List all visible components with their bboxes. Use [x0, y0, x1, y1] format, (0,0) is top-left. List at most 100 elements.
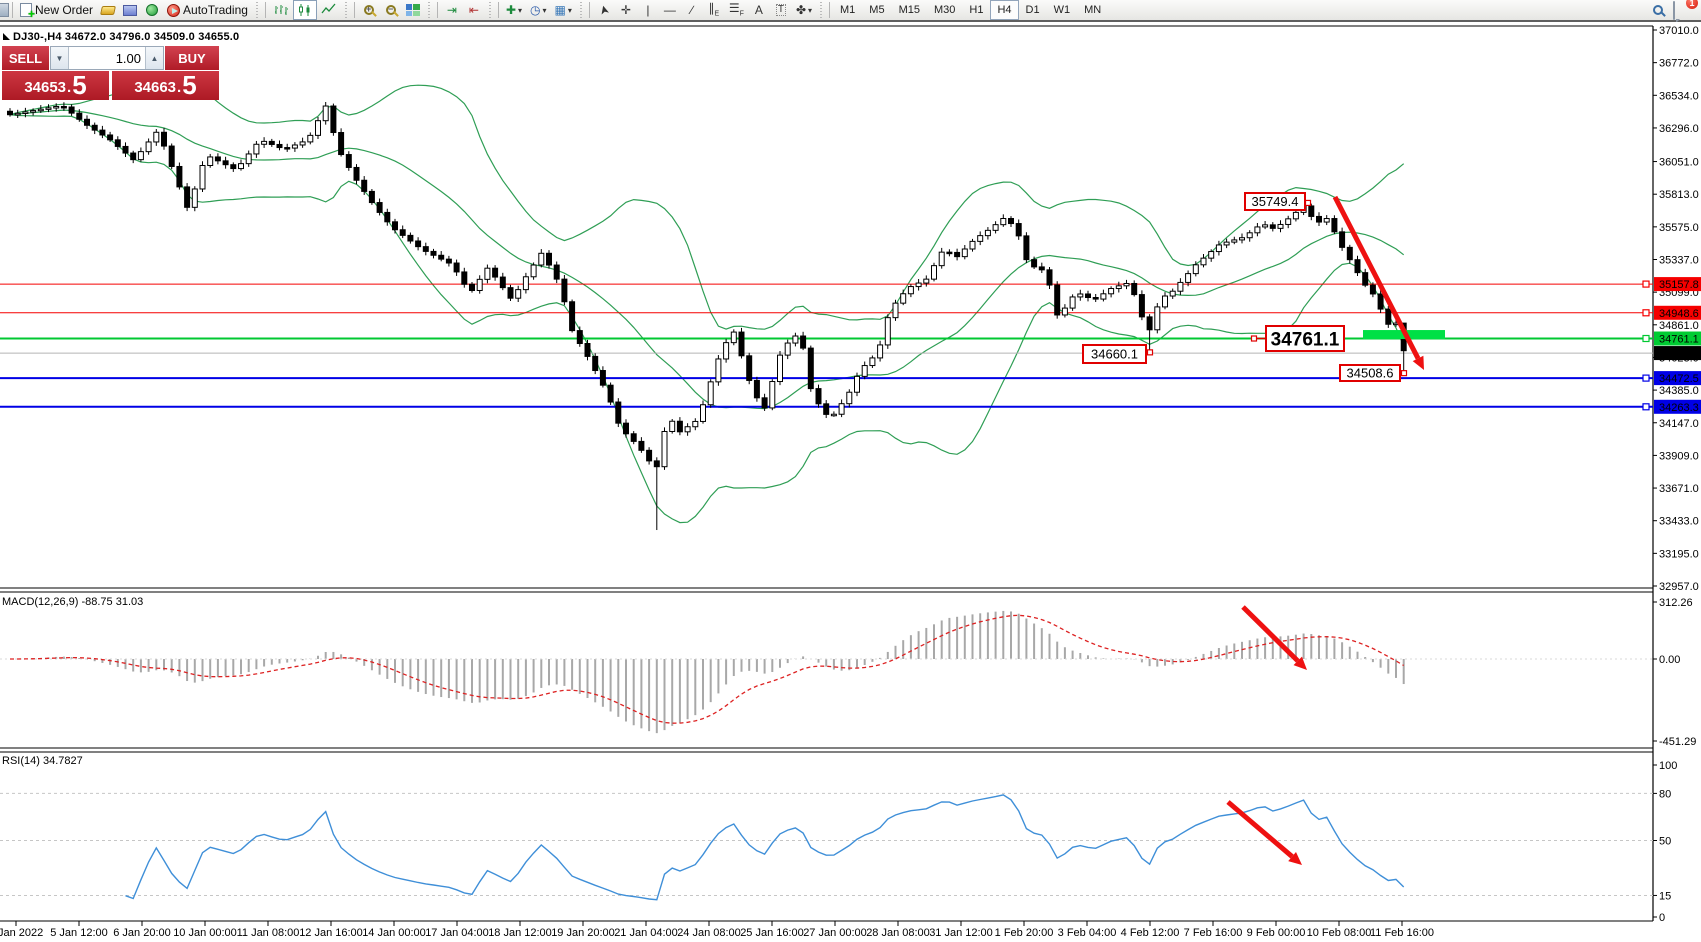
- toolbar-separator: [497, 2, 499, 18]
- market-watch-button[interactable]: [119, 0, 141, 20]
- timeframe-button-m15[interactable]: M15: [898, 4, 920, 16]
- candle: [338, 132, 345, 156]
- timeframe-button-d1[interactable]: D1: [1025, 4, 1040, 16]
- chart-window[interactable]: 35749.4 34660.1 34761.1 34508.6 37010.0 36772…: [0, 22, 1701, 942]
- candlestick-chart-button[interactable]: [292, 0, 317, 20]
- search-icon[interactable]: [1653, 5, 1663, 15]
- timeframe-button-m5[interactable]: M5: [869, 4, 885, 16]
- candle: [407, 234, 414, 242]
- cursor-tool-button[interactable]: ➤: [593, 0, 615, 20]
- timeframe-button-mn[interactable]: MN: [1084, 4, 1102, 16]
- candle: [361, 179, 368, 192]
- sell-price-display[interactable]: 34653. 5: [2, 71, 109, 100]
- candle: [700, 404, 706, 422]
- buy-price-display[interactable]: 34663. 5: [112, 71, 219, 100]
- price-axis-label: 36051.0: [1659, 157, 1699, 169]
- timeframe-button-m30[interactable]: M30: [933, 4, 956, 16]
- trend-arrow-shaft: [1241, 605, 1300, 663]
- level-marker: [1642, 309, 1650, 317]
- time-axis-label: 12 Jan 16:00: [299, 927, 363, 939]
- chat-bubble-icon: [1673, 1, 1675, 20]
- signal-icon: [146, 4, 159, 16]
- line-chart-button[interactable]: [317, 0, 341, 20]
- volume-decrease-button[interactable]: ▼: [51, 47, 69, 69]
- zoom-out-button[interactable]: −: [380, 0, 402, 20]
- candle: [91, 124, 98, 131]
- price-axis-label: 35575.0: [1659, 222, 1699, 234]
- vertical-line-tool-button[interactable]: |: [637, 0, 659, 20]
- candle: [45, 107, 52, 110]
- chart-canvas[interactable]: 35749.4 34660.1 34761.1 34508.6 37010.0 36772…: [0, 22, 1701, 942]
- candle: [284, 147, 291, 150]
- templates-button[interactable]: ▦ ▾: [551, 0, 576, 20]
- autotrading-button[interactable]: AutoTrading: [163, 0, 252, 20]
- tile-windows-button[interactable]: [402, 0, 424, 20]
- candle: [954, 251, 961, 258]
- volume-value[interactable]: 1.00: [115, 50, 141, 66]
- candle: [315, 120, 321, 136]
- candle: [1239, 237, 1245, 241]
- timeframe-button-m1[interactable]: M1: [840, 4, 856, 16]
- periods-button[interactable]: ◷ ▾: [526, 0, 551, 20]
- zoom-in-button[interactable]: +: [358, 0, 380, 20]
- candle: [738, 331, 745, 357]
- crosshair-tool-button[interactable]: ✛: [615, 0, 637, 20]
- candle: [1339, 231, 1346, 248]
- candle: [1246, 232, 1253, 239]
- toolbar-grip: [486, 2, 493, 18]
- indicators-button[interactable]: ✚ ▾: [502, 0, 526, 20]
- clipped-toolbar-icon[interactable]: [0, 3, 9, 17]
- time-axis-label: 11 Jan 08:00: [237, 927, 300, 939]
- bar-chart-button[interactable]: [269, 0, 293, 20]
- deposit-button[interactable]: [97, 0, 119, 20]
- candle: [861, 365, 868, 377]
- auto-scroll-button[interactable]: ⇥: [441, 0, 463, 20]
- volume-increase-button[interactable]: ▲: [145, 47, 163, 69]
- candle: [515, 289, 522, 299]
- candle: [638, 440, 645, 451]
- candle: [1046, 269, 1053, 286]
- candle: [322, 105, 329, 122]
- fibonacci-tool-button[interactable]: ☰F: [725, 0, 748, 20]
- candle: [1169, 290, 1176, 297]
- rsi-axis-label: 100: [1659, 760, 1677, 772]
- candle: [376, 202, 383, 213]
- chart-shift-button[interactable]: ⇤: [463, 0, 485, 20]
- candle: [137, 151, 144, 161]
- candle: [384, 211, 391, 223]
- candle: [669, 420, 676, 432]
- candle: [1154, 306, 1161, 331]
- price-callout-box: [1082, 344, 1147, 364]
- bar-chart-icon: [274, 5, 288, 15]
- trendline-tool-button[interactable]: ∕: [681, 0, 703, 20]
- sell-button[interactable]: SELL: [2, 46, 49, 70]
- candle: [1362, 272, 1369, 286]
- candle: [653, 460, 660, 468]
- gold-bar-icon: [100, 5, 116, 15]
- candle: [646, 449, 653, 462]
- candle: [869, 357, 876, 367]
- candle: [222, 160, 229, 166]
- text-tool-button[interactable]: A: [748, 0, 770, 20]
- toolbar-separator: [588, 2, 590, 18]
- price-axis-label: 32957.0: [1659, 581, 1699, 593]
- timeframe-button-h4[interactable]: H4: [990, 0, 1019, 20]
- candle: [392, 221, 398, 231]
- timeframe-button-w1[interactable]: W1: [1053, 4, 1071, 16]
- channel-tool-button[interactable]: ∥E: [703, 0, 725, 20]
- new-order-button[interactable]: New Order: [16, 0, 97, 21]
- new-order-icon: [20, 3, 35, 21]
- rsi-axis-label: 0: [1659, 912, 1665, 924]
- chart-shift-icon: ⇤: [468, 3, 479, 17]
- candle: [1346, 246, 1353, 261]
- signals-button[interactable]: [141, 0, 163, 20]
- candle: [1277, 223, 1284, 229]
- buy-button[interactable]: BUY: [165, 46, 219, 70]
- timeframe-button-h1[interactable]: H1: [969, 4, 984, 16]
- notifications-button[interactable]: 1: [1673, 0, 1698, 20]
- horizontal-line-tool-button[interactable]: —: [659, 0, 681, 20]
- candle: [1115, 285, 1122, 290]
- shapes-tool-button[interactable]: ✤ ▾: [792, 0, 816, 20]
- time-axis-label: 14 Jan 00:00: [362, 927, 426, 939]
- text-label-tool-button[interactable]: T: [770, 0, 792, 20]
